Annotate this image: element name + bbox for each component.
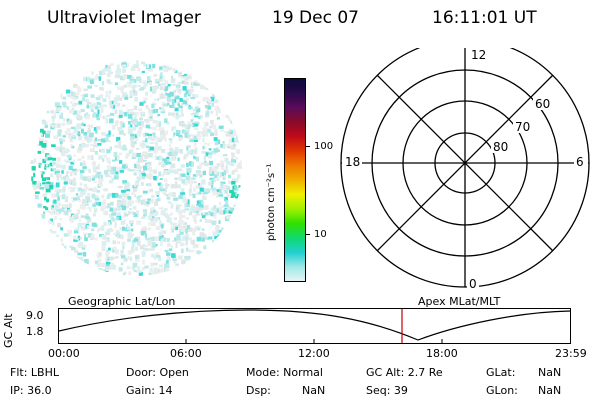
polar-label-18: 18 <box>345 155 360 169</box>
timeline-frame <box>58 308 571 344</box>
timeline-plot <box>58 308 571 344</box>
status-door: Door: Open <box>126 366 189 379</box>
polar-label-12: 12 <box>471 48 486 62</box>
uv-globe-image <box>30 60 242 276</box>
colorbar-tick-marks <box>306 78 312 282</box>
polar-label-60: 60 <box>535 97 550 111</box>
polar-label-0: 0 <box>469 277 477 290</box>
status-dsp-value: NaN <box>302 384 326 397</box>
status-gc-altitude: GC Alt: 2.7 Re <box>366 366 443 379</box>
status-glat-label: GLat: <box>486 366 516 379</box>
polar-label-6: 6 <box>576 155 584 169</box>
status-glon-label: GLon: <box>486 384 518 397</box>
status-ip: IP: 36.0 <box>10 384 52 397</box>
colorbar-tick-10: 10 <box>314 229 327 240</box>
polar-diagonal-2 <box>376 74 554 252</box>
status-gain: Gain: 14 <box>126 384 173 397</box>
polar-label-80: 80 <box>493 140 508 154</box>
status-mode: Mode: Normal <box>246 366 323 379</box>
polar-label-70: 70 <box>515 120 530 134</box>
date-label: 19 Dec 07 <box>272 8 359 28</box>
status-glat-value: NaN <box>538 366 562 379</box>
colorbar <box>284 78 306 282</box>
timeline-ytick-bottom: 1.8 <box>26 325 44 338</box>
polar-grid: 12 18 6 0 60 70 80 <box>340 48 590 290</box>
status-sequence: Seq: 39 <box>366 384 408 397</box>
globe-speckles <box>30 60 242 276</box>
timeline-xtick-0: 00:00 <box>48 347 80 360</box>
time-label: 16:11:01 UT <box>432 8 537 28</box>
timeline-xtick-3: 18:00 <box>426 347 458 360</box>
timeline-xtick-1: 06:00 <box>170 347 202 360</box>
timeline-xtick-4: 23:59 <box>555 347 587 360</box>
status-filter: Flt: LBHL <box>10 366 59 379</box>
status-dsp-label: Dsp: <box>246 384 271 397</box>
timeline-right-title: Apex MLat/MLT <box>418 295 501 308</box>
status-glon-value: NaN <box>538 384 562 397</box>
timeline-altitude-curve <box>58 309 571 341</box>
colorbar-tick-100: 100 <box>314 141 334 152</box>
instrument-title: Ultraviolet Imager <box>47 8 201 28</box>
timeline-xtick-2: 12:00 <box>298 347 330 360</box>
colorbar-unit-label: photon cm⁻²s⁻¹ <box>266 163 277 241</box>
timeline-left-title: Geographic Lat/Lon <box>68 295 176 308</box>
timeline-ytick-top: 9.0 <box>26 309 44 322</box>
timeline-y-axis-label: GC Alt <box>2 313 15 348</box>
